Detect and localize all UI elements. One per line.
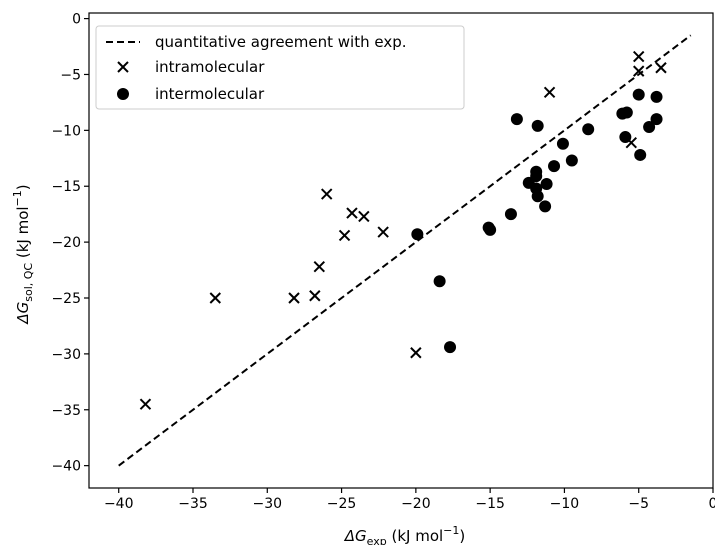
x-label-unit-sup: −1 bbox=[443, 524, 459, 537]
intermolecular-point bbox=[504, 208, 517, 221]
x-axis-ticks: −40 −35 −30 −25 −20 −15 −10 −5 0 bbox=[104, 488, 715, 512]
intramolecular-point bbox=[655, 62, 667, 74]
y-tick-label: −40 bbox=[51, 459, 81, 475]
intermolecular-point bbox=[484, 223, 497, 236]
intramolecular-point bbox=[543, 86, 556, 99]
y-tick-label: −25 bbox=[51, 291, 81, 307]
intramolecular-point bbox=[139, 398, 152, 410]
intermolecular-point bbox=[531, 190, 544, 203]
legend-box bbox=[95, 25, 465, 110]
intermolecular-point bbox=[539, 200, 552, 213]
intermolecular-point bbox=[531, 119, 544, 132]
intermolecular-point bbox=[582, 123, 595, 136]
intramolecular-point bbox=[358, 210, 370, 223]
y-tick-label: −20 bbox=[51, 235, 81, 251]
intramolecular-point bbox=[309, 290, 321, 302]
x-tick-label: −20 bbox=[401, 496, 431, 512]
intramolecular-point bbox=[410, 347, 422, 359]
y-tick-label: −5 bbox=[60, 67, 81, 83]
intermolecular-point bbox=[411, 228, 424, 241]
intermolecular-point bbox=[565, 154, 578, 167]
y-tick-label: 0 bbox=[72, 12, 81, 28]
legend: quantitative agreement with exp. intramo… bbox=[95, 25, 465, 110]
x-label-unit: (kJ mol bbox=[387, 527, 443, 545]
x-tick-label: −40 bbox=[104, 496, 134, 512]
legend-x-marker-symbol bbox=[117, 61, 129, 73]
intermolecular-point bbox=[632, 88, 645, 101]
y-label-unit-sup: −1 bbox=[11, 190, 24, 206]
y-label-subscript: sol, QC bbox=[22, 263, 35, 302]
x-axis-label: ΔGexp (kJ mol−1) bbox=[344, 524, 466, 545]
intermolecular-point bbox=[510, 113, 523, 126]
intermolecular-point bbox=[619, 131, 632, 144]
intramolecular-point bbox=[633, 50, 645, 63]
plot-marks bbox=[118, 34, 692, 467]
y-tick-label: −10 bbox=[51, 123, 81, 139]
x-tick-label: −30 bbox=[253, 496, 283, 512]
x-label-subscript: exp bbox=[367, 535, 387, 545]
intramolecular-point bbox=[346, 207, 358, 219]
intramolecular-point bbox=[338, 229, 351, 242]
legend-label-intramolecular: intramolecular bbox=[155, 58, 265, 76]
legend-circle-marker-symbol bbox=[117, 88, 129, 100]
y-label-unit: (kJ mol bbox=[14, 206, 32, 262]
intermolecular-point bbox=[433, 275, 446, 288]
intermolecular-point bbox=[548, 160, 561, 173]
intramolecular-point bbox=[377, 226, 389, 238]
reference-line bbox=[118, 34, 692, 467]
legend-label-intermolecular: intermolecular bbox=[155, 85, 265, 103]
intermolecular-point bbox=[540, 178, 553, 190]
x-tick-label: −35 bbox=[178, 496, 208, 512]
intramolecular-point bbox=[633, 65, 645, 77]
y-label-symbol: ΔG bbox=[14, 302, 32, 325]
x-label-symbol: ΔG bbox=[344, 527, 367, 545]
intermolecular-point bbox=[634, 148, 647, 161]
intramolecular-point bbox=[321, 188, 333, 200]
y-tick-label: −35 bbox=[51, 403, 81, 419]
y-label-unit-close: ) bbox=[14, 184, 32, 190]
y-axis-label: ΔGsol, QC (kJ mol−1) bbox=[11, 184, 35, 324]
intramolecular-point bbox=[313, 260, 325, 273]
x-tick-label: −15 bbox=[475, 496, 505, 512]
intermolecular-point bbox=[650, 113, 663, 126]
x-label-unit-close: ) bbox=[459, 527, 465, 545]
intermolecular-point bbox=[444, 341, 457, 354]
intermolecular-point bbox=[650, 90, 663, 103]
x-tick-label: −10 bbox=[550, 496, 580, 512]
legend-label-reference: quantitative agreement with exp. bbox=[155, 33, 407, 51]
y-tick-label: −30 bbox=[51, 347, 81, 363]
intermolecular-point bbox=[643, 121, 656, 133]
y-tick-label: −15 bbox=[51, 179, 81, 195]
intermolecular-point bbox=[620, 106, 633, 119]
x-tick-label: −25 bbox=[327, 496, 357, 512]
plot-frame bbox=[88, 12, 714, 489]
intramolecular-point bbox=[209, 292, 221, 304]
x-tick-label: −5 bbox=[628, 496, 649, 512]
intermolecular-point bbox=[556, 137, 569, 150]
x-tick-label: 0 bbox=[709, 496, 715, 512]
intermolecular-point bbox=[530, 170, 543, 183]
y-axis-ticks: −40 −35 −30 −25 −20 −15 −10 −5 0 bbox=[51, 12, 89, 475]
intramolecular-point bbox=[288, 292, 300, 304]
